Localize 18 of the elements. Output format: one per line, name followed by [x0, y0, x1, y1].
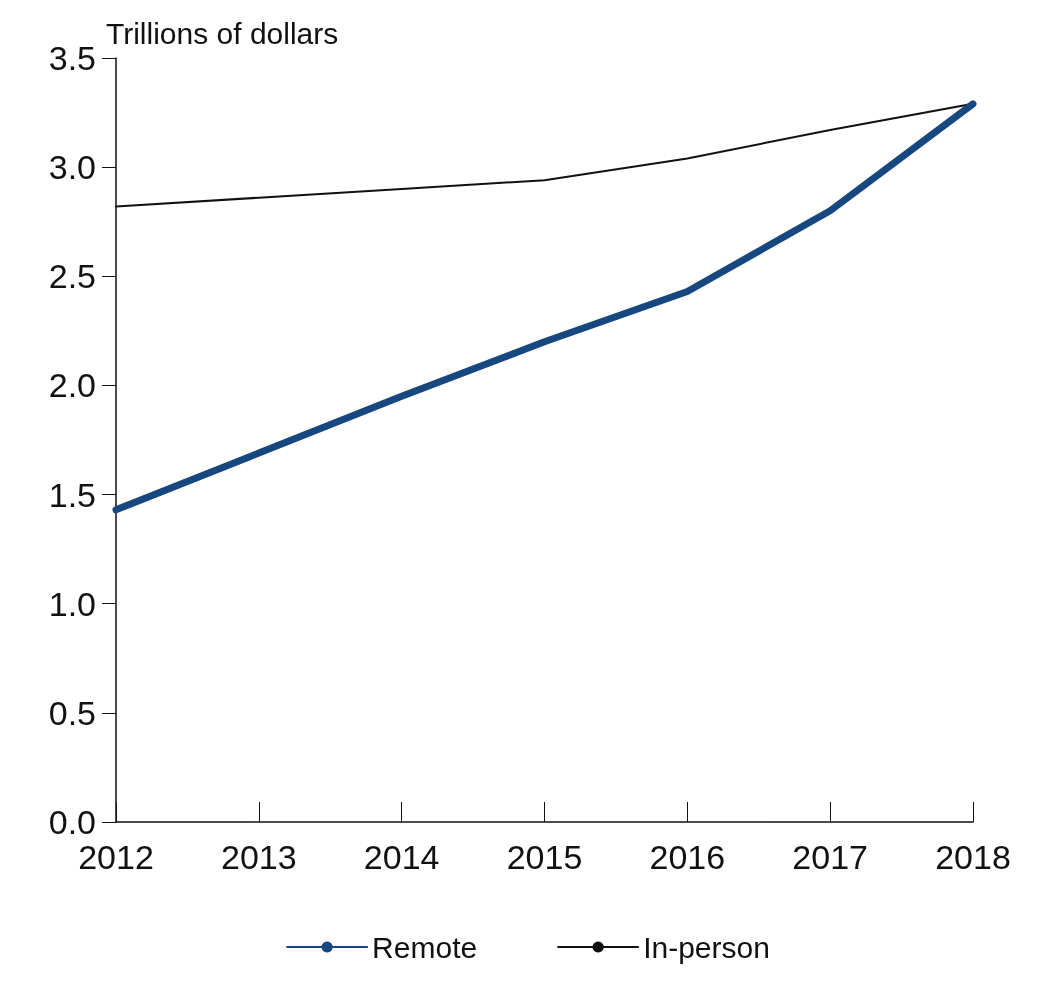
y-tick-label: 1.0	[48, 584, 96, 623]
legend-label: Remote	[372, 930, 478, 964]
y-tick-label: 0.0	[48, 803, 96, 841]
y-tick-label: 0.5	[48, 693, 96, 732]
y-tick-label: 2.5	[48, 257, 96, 296]
x-tick-label: 2013	[221, 838, 297, 876]
legend-label: In-person	[643, 930, 770, 964]
x-tick-label: 2018	[935, 838, 1011, 876]
y-tick-label: 2.0	[48, 366, 96, 405]
x-tick-label: 2017	[792, 838, 868, 876]
y-tick-label: 3.5	[48, 39, 96, 77]
y-tick-label: 3.0	[48, 148, 96, 187]
y-axis-title: Trillions of dollars	[106, 16, 339, 50]
x-tick-label: 2015	[506, 838, 583, 876]
x-tick-label: 2014	[363, 838, 440, 876]
y-tick-label: 1.5	[48, 475, 96, 514]
x-tick-label: 2016	[649, 838, 726, 876]
x-tick-label: 2012	[78, 838, 154, 876]
